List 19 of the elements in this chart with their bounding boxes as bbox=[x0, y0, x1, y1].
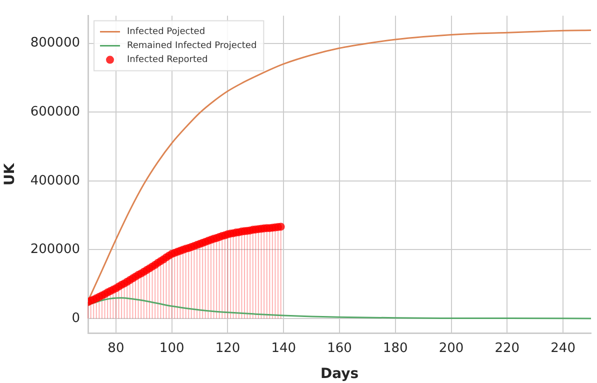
legend-label: Remained Infected Projected bbox=[127, 41, 257, 52]
x-tick-label: 140 bbox=[271, 341, 296, 356]
x-tick-label: 100 bbox=[159, 341, 184, 356]
x-axis-title: Days bbox=[320, 366, 359, 382]
x-tick-label: 240 bbox=[550, 341, 576, 356]
x-tick-label: 160 bbox=[327, 341, 352, 356]
x-tick-label: 120 bbox=[215, 341, 240, 356]
y-tick-label: 0 bbox=[72, 310, 80, 326]
y-tick-label: 400000 bbox=[30, 173, 80, 188]
y-tick-label: 800000 bbox=[30, 36, 80, 51]
x-tick-label: 200 bbox=[438, 341, 464, 356]
x-tick-label: 80 bbox=[108, 341, 124, 356]
x-tick-label: 180 bbox=[382, 341, 408, 356]
y-tick-label: 200000 bbox=[30, 242, 80, 258]
y-axis-title: UK bbox=[2, 162, 18, 186]
y-tick-label: 600000 bbox=[30, 104, 80, 120]
legend-label: Infected Pojected bbox=[127, 27, 206, 38]
legend-label: Infected Reported bbox=[127, 55, 208, 66]
x-tick-label: 220 bbox=[494, 341, 520, 356]
